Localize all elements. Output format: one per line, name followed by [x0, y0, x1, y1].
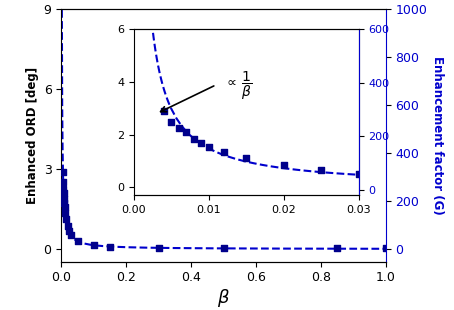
Point [190, 136, 197, 141]
Point [62, 210, 69, 215]
Point [183, 130, 190, 135]
Point [106, 244, 114, 249]
Point [64, 224, 71, 228]
Point [66, 229, 73, 234]
Point [355, 172, 362, 177]
Point [59, 169, 66, 174]
Point [334, 246, 341, 250]
Point [67, 233, 74, 238]
Point [61, 205, 68, 210]
Point [60, 190, 67, 195]
Text: $\propto\,\dfrac{1}{\beta}$: $\propto\,\dfrac{1}{\beta}$ [224, 70, 252, 102]
Point [220, 245, 227, 250]
Point [382, 246, 390, 250]
Point [205, 144, 212, 149]
Y-axis label: Enhancement factor (G): Enhancement factor (G) [431, 56, 444, 215]
Point [90, 243, 98, 248]
Point [59, 186, 67, 191]
Point [60, 197, 68, 202]
Point [59, 180, 67, 185]
Point [220, 149, 227, 154]
Y-axis label: Enhanced ORD [deg]: Enhanced ORD [deg] [26, 67, 39, 204]
Point [243, 156, 250, 161]
Point [318, 168, 325, 173]
Point [155, 245, 163, 250]
Point [168, 119, 175, 124]
Point [160, 108, 168, 113]
Point [280, 162, 287, 167]
X-axis label: $\beta$: $\beta$ [217, 287, 230, 309]
Point [175, 126, 183, 131]
Point [60, 201, 68, 206]
Point [63, 217, 70, 222]
Point [198, 140, 205, 145]
Point [74, 239, 81, 244]
